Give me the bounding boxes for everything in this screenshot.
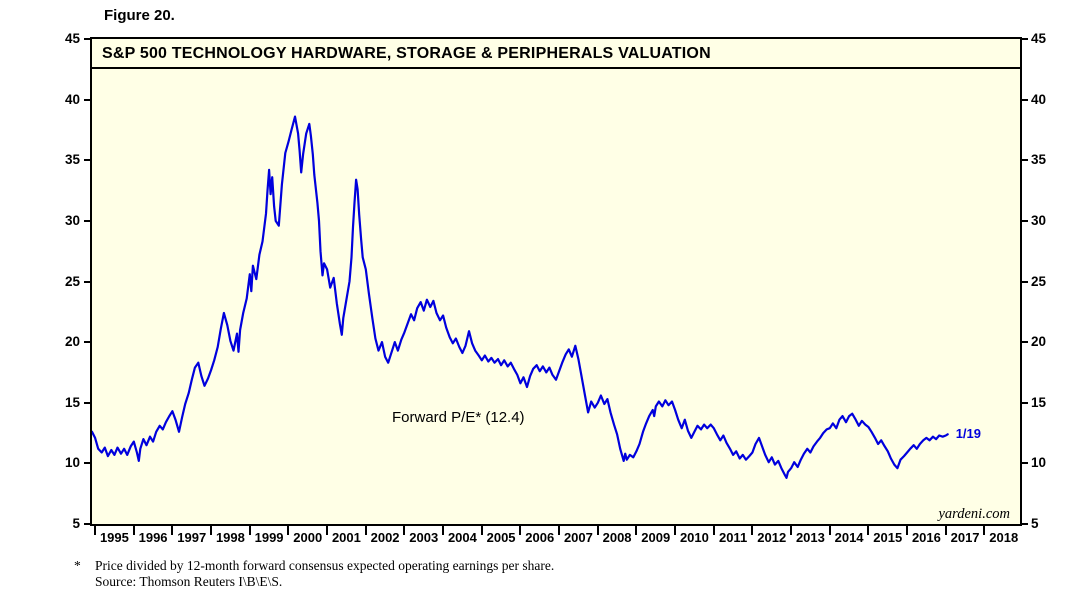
x-tick-mark <box>171 526 174 535</box>
x-tick-mark <box>94 526 97 535</box>
y-tick-mark <box>84 462 90 465</box>
x-tick-label: 1998 <box>215 530 245 545</box>
x-tick-mark <box>674 526 677 535</box>
x-tick-mark <box>828 526 831 535</box>
x-tick-label: 2007 <box>563 530 593 545</box>
x-tick-mark <box>132 526 135 535</box>
y-tick-label: 5 <box>1031 516 1039 531</box>
y-tick-label: 10 <box>1031 455 1047 471</box>
yardeni-watermark: yardeni.com <box>938 506 1010 522</box>
x-tick-label: 1997 <box>177 530 207 545</box>
pe-line-series <box>92 115 949 479</box>
x-tick-label: 1996 <box>138 530 168 545</box>
footnote-asterisk: * <box>74 558 81 573</box>
latest-value-label: 1/19 <box>955 426 981 442</box>
y-tick-label: 10 <box>64 455 80 471</box>
x-tick-mark <box>287 526 290 535</box>
x-tick-label: 2018 <box>989 530 1019 545</box>
x-tick-mark <box>983 526 986 535</box>
x-tick-mark <box>751 526 754 535</box>
x-tick-label: 2006 <box>525 530 555 545</box>
y-tick-label: 35 <box>64 152 80 168</box>
x-tick-mark <box>790 526 793 535</box>
x-tick-label: 2002 <box>370 530 400 545</box>
x-tick-mark <box>906 526 909 535</box>
footnote-text: Price divided by 12-month forward consen… <box>95 558 555 573</box>
y-tick-mark <box>84 401 90 404</box>
y-tick-mark <box>1022 98 1028 101</box>
x-tick-mark <box>210 526 213 535</box>
x-tick-label: 2016 <box>911 530 941 545</box>
x-tick-label: 2011 <box>718 530 748 545</box>
y-tick-label: 30 <box>64 212 80 228</box>
y-tick-mark <box>84 523 90 525</box>
y-tick-label: 45 <box>1031 31 1047 46</box>
x-tick-label: 2008 <box>602 530 632 545</box>
x-tick-mark <box>403 526 406 535</box>
y-tick-mark <box>84 38 90 40</box>
x-tick-mark <box>596 526 599 535</box>
x-tick-mark <box>712 526 715 535</box>
y-tick-label: 20 <box>1031 334 1047 350</box>
x-tick-label: 1995 <box>99 530 129 545</box>
y-tick-label: 35 <box>1031 152 1047 168</box>
y-tick-mark <box>1022 280 1028 283</box>
x-tick-label: 2003 <box>409 530 439 545</box>
x-tick-mark <box>326 526 329 535</box>
x-tick-mark <box>519 526 522 535</box>
y-tick-label: 5 <box>72 516 80 531</box>
x-tick-label: 2005 <box>486 530 516 545</box>
y-tick-mark <box>84 341 90 344</box>
x-tick-label: 1999 <box>254 530 284 545</box>
x-tick-mark <box>558 526 561 535</box>
footnotes: * Price divided by 12-month forward cons… <box>74 558 554 590</box>
y-tick-label: 20 <box>64 334 80 350</box>
y-tick-mark <box>1022 341 1028 344</box>
y-tick-label: 25 <box>1031 273 1047 289</box>
x-tick-label: 2000 <box>293 530 323 545</box>
x-tick-mark <box>944 526 947 535</box>
y-tick-label: 40 <box>64 91 80 107</box>
x-tick-label: 2015 <box>873 530 903 545</box>
x-tick-label: 2001 <box>331 530 361 545</box>
y-tick-mark <box>1022 523 1028 525</box>
chart-area: S&P 500 TECHNOLOGY HARDWARE, STORAGE & P… <box>90 37 1022 526</box>
forward-pe-line <box>92 115 949 479</box>
y-tick-mark <box>1022 159 1028 162</box>
y-tick-label: 25 <box>64 273 80 289</box>
x-tick-mark <box>867 526 870 535</box>
y-tick-mark <box>1022 219 1028 222</box>
x-tick-label: 2013 <box>795 530 825 545</box>
x-tick-mark <box>248 526 251 535</box>
y-tick-mark <box>84 98 90 101</box>
x-tick-label: 2009 <box>641 530 671 545</box>
chart-title-bar: S&P 500 TECHNOLOGY HARDWARE, STORAGE & P… <box>92 39 1020 69</box>
y-tick-mark <box>1022 462 1028 465</box>
forward-pe-annotation: Forward P/E* (12.4) <box>392 409 525 426</box>
x-tick-label: 2014 <box>834 530 864 545</box>
x-tick-mark <box>635 526 638 535</box>
y-tick-mark <box>84 159 90 162</box>
y-tick-label: 45 <box>64 31 80 46</box>
y-tick-mark <box>1022 38 1028 40</box>
x-tick-label: 2017 <box>950 530 980 545</box>
x-tick-label: 2010 <box>679 530 709 545</box>
footnote-source: Source: Thomson Reuters I\B\E\S. <box>95 574 283 589</box>
x-tick-label: 2012 <box>757 530 787 545</box>
figure-label: Figure 20. <box>104 7 175 24</box>
x-tick-mark <box>442 526 445 535</box>
y-tick-label: 15 <box>64 394 80 410</box>
x-tick-mark <box>364 526 367 535</box>
x-tick-label: 2004 <box>447 530 477 545</box>
y-tick-mark <box>84 219 90 222</box>
chart-title: S&P 500 TECHNOLOGY HARDWARE, STORAGE & P… <box>102 45 711 62</box>
y-tick-label: 40 <box>1031 91 1047 107</box>
y-tick-mark <box>84 280 90 283</box>
y-tick-mark <box>1022 401 1028 404</box>
x-tick-mark <box>480 526 483 535</box>
y-tick-label: 15 <box>1031 394 1047 410</box>
y-tick-label: 30 <box>1031 212 1047 228</box>
